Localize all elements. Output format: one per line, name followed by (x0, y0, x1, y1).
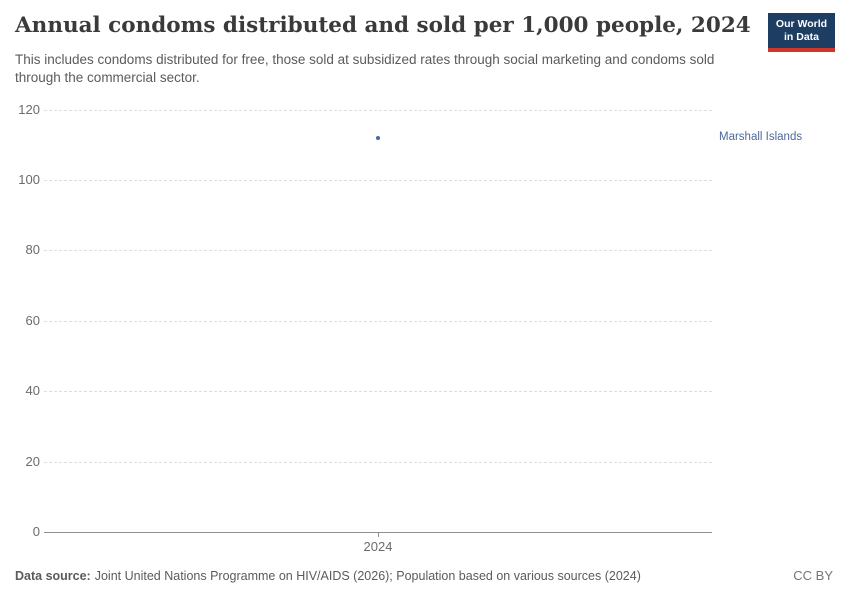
chart-footer: Data source: Joint United Nations Program… (15, 568, 833, 583)
y-tick-label-60: 60 (25, 312, 40, 328)
chart-subtitle: This includes condoms distributed for fr… (15, 52, 715, 85)
y-gridline-100 (44, 179, 712, 181)
y-tick-label-100: 100 (18, 171, 40, 187)
chart-title: Annual condoms distributed and sold per … (15, 13, 751, 38)
data-source-label: Data source: (15, 569, 91, 583)
x-tick-mark (378, 532, 379, 537)
data-source-text: Joint United Nations Programme on HIV/AI… (94, 569, 641, 583)
y-gridline-60 (44, 320, 712, 322)
data-source-line: Data source: Joint United Nations Program… (15, 569, 641, 583)
y-tick-label-40: 40 (25, 383, 40, 399)
data-point-marshall-islands[interactable] (376, 135, 380, 140)
y-tick-label-80: 80 (25, 242, 40, 258)
license-link[interactable]: CC BY (793, 568, 833, 583)
owid-logo[interactable]: Our World in Data (768, 13, 835, 52)
x-tick-label: 2024 (363, 539, 393, 554)
y-tick-label-0: 0 (32, 524, 40, 539)
y-gridline-20 (44, 461, 712, 463)
y-gridline-40 (44, 391, 712, 393)
y-gridline-80 (44, 250, 712, 252)
owid-logo-line2: in Data (783, 30, 819, 43)
y-tick-label-20: 20 (25, 453, 40, 469)
y-tick-label-120: 120 (18, 101, 40, 117)
entity-label-marshall-islands[interactable]: Marshall Islands (719, 130, 803, 143)
owid-logo-line1: Our World (775, 17, 828, 30)
y-gridline-120 (44, 109, 712, 111)
